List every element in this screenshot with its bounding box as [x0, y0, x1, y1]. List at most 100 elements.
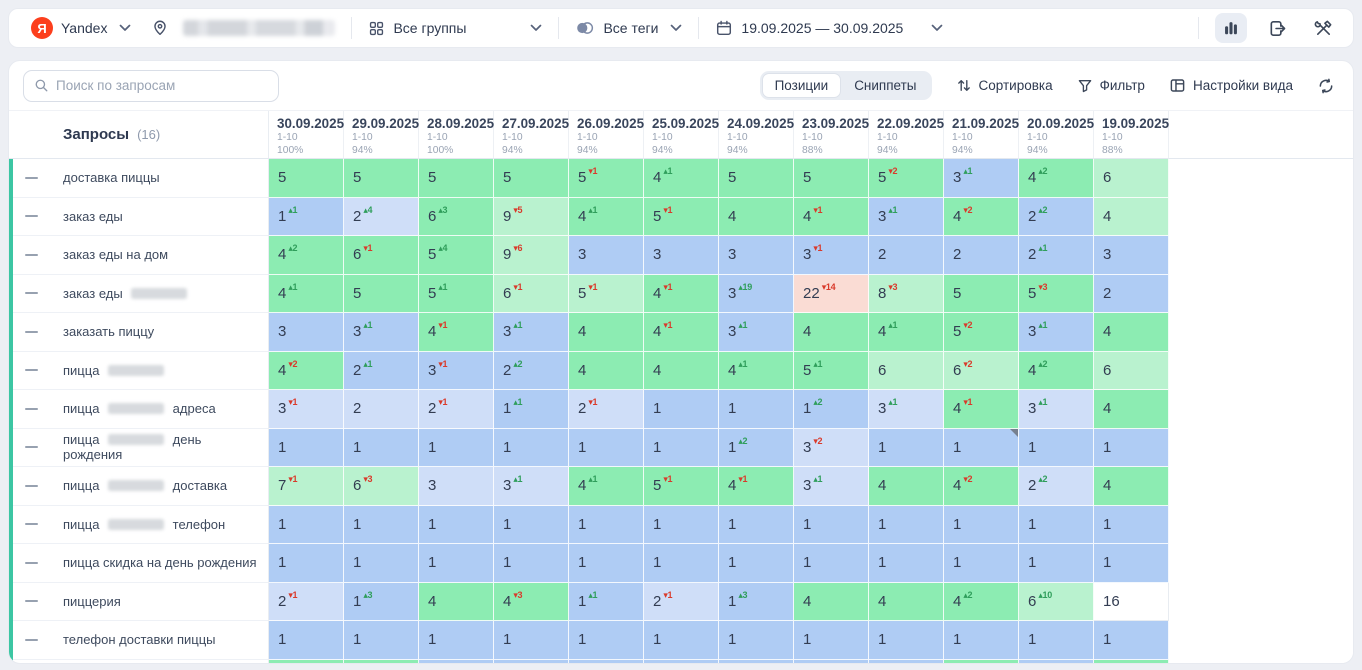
- position-cell[interactable]: 5 ▾1: [644, 467, 719, 506]
- position-cell[interactable]: 1 ▴1: [269, 197, 344, 236]
- position-cell[interactable]: 6: [1094, 351, 1169, 390]
- row-select-cell[interactable]: [9, 352, 53, 390]
- position-cell[interactable]: 3: [1094, 236, 1169, 275]
- position-cell[interactable]: 6 ▴3: [419, 197, 494, 236]
- position-cell[interactable]: [569, 659, 644, 663]
- position-cell[interactable]: 3 ▴1: [944, 159, 1019, 198]
- position-cell[interactable]: 1: [1094, 428, 1169, 467]
- position-cell[interactable]: 1: [1019, 621, 1094, 660]
- row-select-cell[interactable]: [9, 467, 53, 506]
- chart-view-button[interactable]: [1215, 13, 1247, 43]
- row-select-cell[interactable]: [9, 159, 53, 198]
- position-cell[interactable]: 3: [269, 313, 344, 352]
- keyword-cell[interactable]: доставка пиццы: [53, 159, 269, 198]
- position-cell[interactable]: 5 ▾2: [869, 159, 944, 198]
- position-cell[interactable]: 1: [494, 505, 569, 544]
- position-cell[interactable]: 4 ▴1: [719, 351, 794, 390]
- position-cell[interactable]: [644, 659, 719, 663]
- position-cell[interactable]: 3: [419, 467, 494, 506]
- position-cell[interactable]: 4: [644, 351, 719, 390]
- position-cell[interactable]: 4 ▴1: [269, 274, 344, 313]
- position-cell[interactable]: 5: [419, 159, 494, 198]
- position-cell[interactable]: 1: [719, 621, 794, 660]
- position-cell[interactable]: 3 ▾2: [794, 428, 869, 467]
- position-cell[interactable]: 4: [719, 197, 794, 236]
- position-cell[interactable]: 1: [269, 428, 344, 467]
- keyword-cell[interactable]: пицца адреса: [53, 390, 269, 429]
- position-cell[interactable]: 1: [344, 544, 419, 583]
- position-cell[interactable]: 2: [944, 236, 1019, 275]
- table-row[interactable]: пицца телефон 1 1 1 1 1 1 1 1 1 1 1 1: [9, 505, 1353, 544]
- date-column-header[interactable]: 24.09.2025 1-10 94%: [719, 111, 794, 159]
- position-cell[interactable]: 2 ▾1: [644, 582, 719, 621]
- position-cell[interactable]: 1: [269, 505, 344, 544]
- position-cell[interactable]: 2: [344, 390, 419, 429]
- position-cell[interactable]: 5: [344, 159, 419, 198]
- position-cell[interactable]: [494, 659, 569, 663]
- position-cell[interactable]: 2: [869, 236, 944, 275]
- position-cell[interactable]: 1: [644, 621, 719, 660]
- table-row[interactable]: телефон доставки пиццы 1 1 1 1 1 1 1 1 1 1 1 1: [9, 621, 1353, 660]
- date-range-selector[interactable]: 19.09.2025 — 30.09.2025: [715, 19, 943, 37]
- position-cell[interactable]: 5: [494, 159, 569, 198]
- position-cell[interactable]: 5 ▴4: [419, 236, 494, 275]
- position-cell[interactable]: 1: [494, 544, 569, 583]
- position-cell[interactable]: 3 ▴1: [1019, 390, 1094, 429]
- keyword-cell[interactable]: пицца день рождения: [53, 428, 269, 467]
- position-cell[interactable]: 4 ▾1: [644, 313, 719, 352]
- position-cell[interactable]: 2 ▴2: [494, 351, 569, 390]
- position-cell[interactable]: 2 ▴2: [1019, 197, 1094, 236]
- position-cell[interactable]: 2 ▴2: [1019, 467, 1094, 506]
- position-cell[interactable]: 1: [569, 544, 644, 583]
- position-cell[interactable]: [944, 659, 1019, 663]
- position-cell[interactable]: 3 ▴1: [794, 467, 869, 506]
- position-cell[interactable]: 2 ▴4: [344, 197, 419, 236]
- position-cell[interactable]: 4: [419, 582, 494, 621]
- position-cell[interactable]: 1: [944, 505, 1019, 544]
- position-cell[interactable]: 3 ▴1: [869, 197, 944, 236]
- position-cell[interactable]: 3 ▾1: [419, 351, 494, 390]
- position-cell[interactable]: 4 ▾2: [944, 197, 1019, 236]
- position-cell[interactable]: 1: [644, 544, 719, 583]
- position-cell[interactable]: 3 ▴1: [719, 313, 794, 352]
- position-cell[interactable]: 4 ▾1: [944, 390, 1019, 429]
- position-cell[interactable]: 6 ▾2: [944, 351, 1019, 390]
- position-cell[interactable]: 2 ▾1: [419, 390, 494, 429]
- position-cell[interactable]: [1019, 659, 1094, 663]
- position-cell[interactable]: 2: [1094, 274, 1169, 313]
- position-cell[interactable]: [344, 659, 419, 663]
- position-cell[interactable]: 3: [569, 236, 644, 275]
- date-column-header[interactable]: 29.09.2025 1-10 94%: [344, 111, 419, 159]
- table-row-partial[interactable]: [9, 659, 1353, 663]
- table-row[interactable]: заказ еды 4 ▴1 5 5 ▴1 6 ▾1 5 ▾1 4 ▾1 3 ▴19 22 ▾14 8 ▾3 5 5…: [9, 274, 1353, 313]
- position-cell[interactable]: 1: [644, 505, 719, 544]
- position-cell[interactable]: 1: [794, 621, 869, 660]
- keyword-cell[interactable]: пиццерия: [53, 582, 269, 621]
- table-row[interactable]: заказ еды на дом 4 ▴2 6 ▾1 5 ▴4 9 ▾6 3 3 3 3 ▾1 2 2 2 ▴1…: [9, 236, 1353, 275]
- keyword-cell[interactable]: заказ еды: [53, 197, 269, 236]
- position-cell[interactable]: 6: [869, 351, 944, 390]
- position-cell[interactable]: 5: [794, 159, 869, 198]
- keywords-column-header[interactable]: Запросы (16): [53, 111, 269, 159]
- position-cell[interactable]: 1: [644, 390, 719, 429]
- sort-button[interactable]: Сортировка: [956, 77, 1053, 94]
- position-cell[interactable]: 3 ▴1: [494, 313, 569, 352]
- keyword-cell[interactable]: пицца скидка на день рождения: [53, 544, 269, 583]
- position-cell[interactable]: 3 ▴1: [494, 467, 569, 506]
- position-cell[interactable]: 5 ▾1: [644, 197, 719, 236]
- keyword-cell[interactable]: заказ еды на дом: [53, 236, 269, 275]
- position-cell[interactable]: 1: [869, 544, 944, 583]
- position-cell[interactable]: 5: [944, 274, 1019, 313]
- position-cell[interactable]: 1: [869, 428, 944, 467]
- date-column-header[interactable]: 20.09.2025 1-10 94%: [1019, 111, 1094, 159]
- date-column-header[interactable]: 30.09.2025 1-10 100%: [269, 111, 344, 159]
- position-cell[interactable]: 3: [719, 236, 794, 275]
- position-cell[interactable]: 1 ▴1: [569, 582, 644, 621]
- keyword-cell[interactable]: пицца: [53, 351, 269, 390]
- position-cell[interactable]: [269, 659, 344, 663]
- keyword-cell[interactable]: заказ еды: [53, 274, 269, 313]
- position-cell[interactable]: [794, 659, 869, 663]
- position-cell[interactable]: 4: [1094, 313, 1169, 352]
- table-row[interactable]: доставка пиццы 5 5 5 5 5 ▾1 4 ▴1 5 5 5 ▾2 3 ▴1 4 ▴2 6: [9, 159, 1353, 198]
- position-cell[interactable]: 1: [1019, 544, 1094, 583]
